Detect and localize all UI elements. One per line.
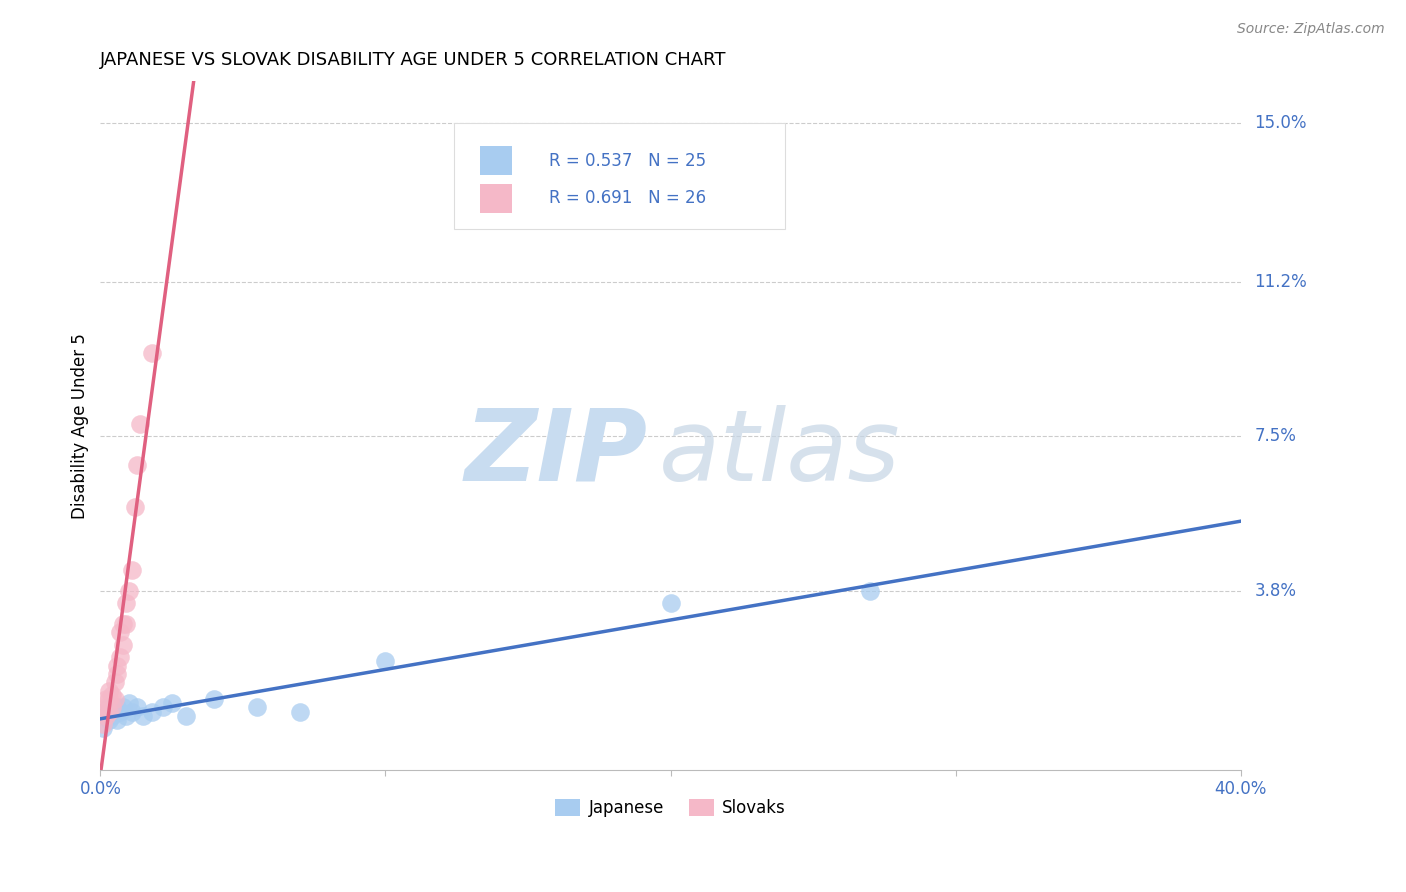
Point	[124, 500, 146, 514]
Point	[107, 700, 129, 714]
Text: ZIP: ZIP	[465, 405, 648, 501]
Point	[94, 708, 117, 723]
Point	[97, 692, 120, 706]
Point	[110, 650, 132, 665]
Point	[112, 700, 135, 714]
Text: R = 0.537   N = 25: R = 0.537 N = 25	[548, 152, 706, 169]
Point	[91, 721, 114, 735]
Point	[121, 705, 143, 719]
Point	[115, 596, 138, 610]
Point	[288, 705, 311, 719]
Point	[129, 417, 152, 431]
Text: 15.0%: 15.0%	[1254, 114, 1308, 132]
Point	[132, 708, 155, 723]
Text: 7.5%: 7.5%	[1254, 427, 1296, 445]
FancyBboxPatch shape	[454, 123, 785, 229]
Point	[94, 708, 117, 723]
Point	[141, 705, 163, 719]
Point	[127, 700, 149, 714]
Text: Source: ZipAtlas.com: Source: ZipAtlas.com	[1237, 22, 1385, 37]
Point	[91, 717, 114, 731]
Point	[859, 583, 882, 598]
Point	[94, 692, 117, 706]
Point	[115, 616, 138, 631]
Point	[202, 692, 225, 706]
Point	[100, 708, 122, 723]
Point	[94, 700, 117, 714]
Point	[110, 625, 132, 640]
Text: 11.2%: 11.2%	[1254, 273, 1308, 291]
Legend: Japanese, Slovaks: Japanese, Slovaks	[548, 792, 793, 823]
Point	[141, 345, 163, 359]
Point	[112, 616, 135, 631]
Point	[97, 700, 120, 714]
Point	[174, 708, 197, 723]
Point	[246, 700, 269, 714]
Point	[107, 667, 129, 681]
Y-axis label: Disability Age Under 5: Disability Age Under 5	[72, 333, 89, 518]
Text: JAPANESE VS SLOVAK DISABILITY AGE UNDER 5 CORRELATION CHART: JAPANESE VS SLOVAK DISABILITY AGE UNDER …	[100, 51, 727, 69]
Text: 3.8%: 3.8%	[1254, 582, 1296, 599]
Bar	[479, 146, 512, 175]
Point	[97, 683, 120, 698]
Point	[374, 655, 396, 669]
Point	[91, 705, 114, 719]
Point	[118, 583, 141, 598]
Point	[659, 596, 682, 610]
Point	[152, 700, 174, 714]
Point	[104, 705, 127, 719]
Point	[104, 692, 127, 706]
Point	[107, 713, 129, 727]
Point	[112, 638, 135, 652]
Point	[97, 705, 120, 719]
Point	[127, 458, 149, 473]
Text: R = 0.691   N = 26: R = 0.691 N = 26	[548, 189, 706, 208]
Point	[118, 696, 141, 710]
Point	[160, 696, 183, 710]
Point	[107, 658, 129, 673]
Point	[121, 563, 143, 577]
Point	[100, 688, 122, 702]
Text: atlas: atlas	[659, 405, 901, 501]
Point	[100, 700, 122, 714]
Point	[110, 705, 132, 719]
Point	[97, 713, 120, 727]
Bar	[479, 184, 512, 213]
Point	[104, 675, 127, 690]
Point	[115, 708, 138, 723]
